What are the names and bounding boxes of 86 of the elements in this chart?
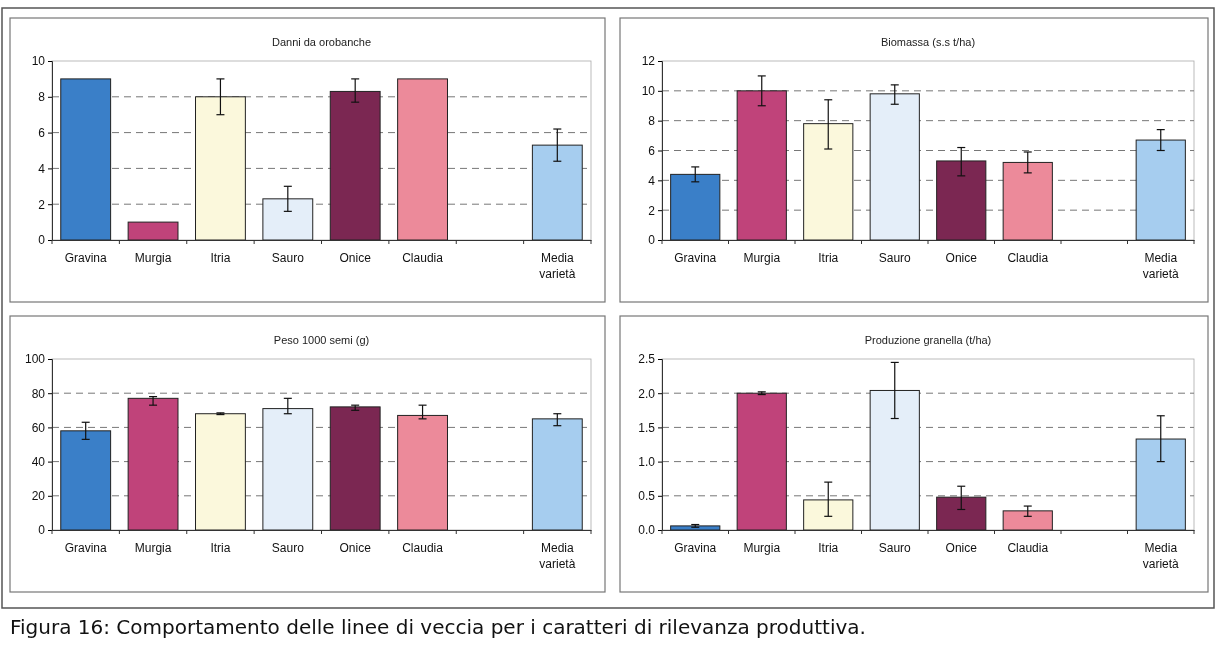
y-tick-label: 20 — [31, 489, 46, 504]
y-tick-label: 40 — [31, 454, 46, 469]
y-tick-label: 6 — [648, 143, 656, 158]
y-tick-label: 8 — [648, 114, 656, 129]
x-tick-label: Gravina — [674, 541, 717, 555]
x-tick-label: Claudia — [402, 251, 444, 265]
bar — [670, 173, 721, 241]
y-tick-label: 12 — [641, 54, 656, 69]
y-tick-label: 0 — [38, 233, 46, 248]
y-tick-label: 10 — [31, 54, 46, 69]
y-tick-label: 60 — [31, 420, 46, 435]
x-tick-label: Itria — [818, 541, 839, 555]
bar — [262, 198, 314, 241]
bar — [397, 78, 448, 241]
x-tick-label: Murgia — [743, 541, 781, 555]
y-tick-label: 10 — [641, 84, 656, 99]
y-tick-label: 0.0 — [638, 523, 656, 538]
x-tick-label: Murgia — [134, 251, 172, 265]
y-tick-label: 100 — [24, 352, 46, 367]
bar — [262, 408, 314, 531]
bar — [329, 90, 381, 241]
bar — [195, 413, 246, 531]
bar — [397, 414, 448, 531]
bar — [803, 499, 854, 531]
x-tick-label: Onice — [945, 541, 978, 555]
bar — [127, 397, 179, 531]
bar — [531, 144, 583, 241]
x-tick-label: Itria — [210, 541, 231, 555]
x-tick-label: Murgia — [743, 251, 781, 265]
y-tick-label: 0.5 — [638, 489, 656, 504]
x-tick-label: Onice — [945, 251, 978, 265]
bar — [329, 406, 381, 531]
chart-title: Danni da orobanche — [271, 36, 372, 48]
x-tick-label: Media varietà — [1142, 251, 1180, 281]
bar — [869, 389, 920, 531]
y-tick-label: 1.5 — [638, 420, 656, 435]
bar — [936, 496, 987, 531]
y-tick-label: 2.0 — [638, 386, 656, 401]
bar — [1135, 438, 1186, 531]
x-tick-label: Media varietà — [539, 541, 576, 571]
bar — [195, 96, 246, 241]
bar — [670, 525, 721, 531]
y-tick-label: 2.5 — [638, 352, 656, 367]
bar — [736, 392, 787, 531]
y-tick-label: 1.0 — [638, 454, 656, 469]
bar — [1002, 161, 1053, 241]
bar — [803, 123, 854, 241]
x-tick-label: Gravina — [64, 251, 108, 265]
x-tick-label: Sauro — [878, 251, 912, 265]
bar — [127, 221, 179, 241]
y-tick-label: 0 — [648, 233, 656, 248]
bar — [531, 418, 583, 531]
bar — [60, 78, 112, 241]
y-tick-label: 6 — [38, 125, 46, 140]
x-tick-label: Media varietà — [539, 251, 576, 281]
x-tick-label: Media varietà — [1142, 541, 1180, 571]
y-tick-label: 4 — [38, 161, 46, 176]
x-tick-label: Itria — [818, 251, 839, 265]
x-tick-label: Gravina — [64, 541, 108, 555]
chart-title: Biomassa (s.s t/ha) — [880, 36, 976, 48]
x-tick-label: Itria — [210, 251, 231, 265]
x-tick-label: Onice — [339, 251, 372, 265]
bar — [936, 160, 987, 241]
y-tick-label: 80 — [31, 386, 46, 401]
chart-title: Peso 1000 semi (g) — [273, 334, 370, 346]
x-tick-label: Claudia — [1007, 251, 1049, 265]
x-tick-label: Claudia — [1007, 541, 1049, 555]
x-tick-label: Onice — [339, 541, 372, 555]
x-tick-label: Claudia — [402, 541, 444, 555]
text: Figura 16: Comportamento delle linee di veccia per i caratteri di rilevanza produttiva. — [10, 615, 866, 639]
x-tick-label: Murgia — [134, 541, 172, 555]
bar — [1135, 139, 1186, 241]
y-tick-label: 2 — [648, 203, 656, 218]
y-tick-label: 8 — [38, 90, 46, 105]
bar — [1002, 510, 1053, 531]
y-tick-label: 0 — [38, 523, 46, 538]
x-tick-label: Sauro — [271, 541, 305, 555]
x-tick-label: Gravina — [674, 251, 717, 265]
bar — [60, 430, 112, 531]
y-tick-label: 4 — [648, 173, 656, 188]
x-tick-label: Sauro — [271, 251, 305, 265]
x-tick-label: Sauro — [878, 541, 912, 555]
bar — [736, 90, 787, 241]
bar — [869, 93, 920, 241]
y-tick-label: 2 — [38, 197, 46, 212]
chart-title: Produzione granella (t/ha) — [864, 334, 992, 346]
